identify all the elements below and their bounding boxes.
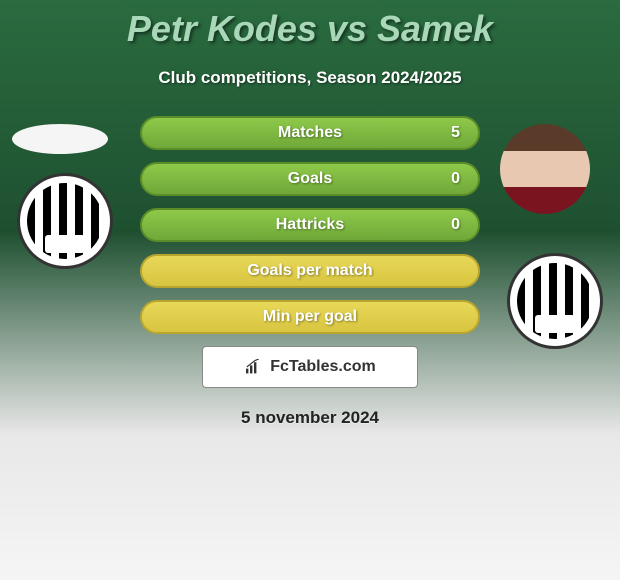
watermark-badge: FcTables.com	[202, 346, 418, 388]
stat-row-gpm: Goals per match	[140, 254, 480, 288]
stat-row-hattricks: Hattricks 0	[140, 208, 480, 242]
stat-value-right: 0	[451, 216, 460, 234]
stat-label: Matches	[278, 124, 342, 142]
watermark-text: FcTables.com	[270, 358, 376, 376]
stat-label: Goals	[288, 170, 332, 188]
stat-value-right: 0	[451, 170, 460, 188]
date-label: 5 november 2024	[0, 408, 620, 428]
stat-row-mpg: Min per goal	[140, 300, 480, 334]
stat-label: Min per goal	[263, 308, 357, 326]
club-badge-right	[510, 256, 600, 346]
stat-value-right: 5	[451, 124, 460, 142]
stat-label: Goals per match	[247, 262, 372, 280]
subtitle: Club competitions, Season 2024/2025	[0, 68, 620, 88]
stat-row-matches: Matches 5	[140, 116, 480, 150]
club-badge-left	[20, 176, 110, 266]
page-title: Petr Kodes vs Samek	[0, 0, 620, 50]
content-area: Matches 5 Goals 0 Hattricks 0 Goals per …	[0, 116, 620, 428]
player-photo-left	[12, 124, 108, 154]
stat-label: Hattricks	[276, 216, 344, 234]
stats-list: Matches 5 Goals 0 Hattricks 0 Goals per …	[140, 116, 480, 334]
stat-row-goals: Goals 0	[140, 162, 480, 196]
chart-icon	[244, 359, 264, 375]
player-photo-right	[500, 124, 590, 214]
